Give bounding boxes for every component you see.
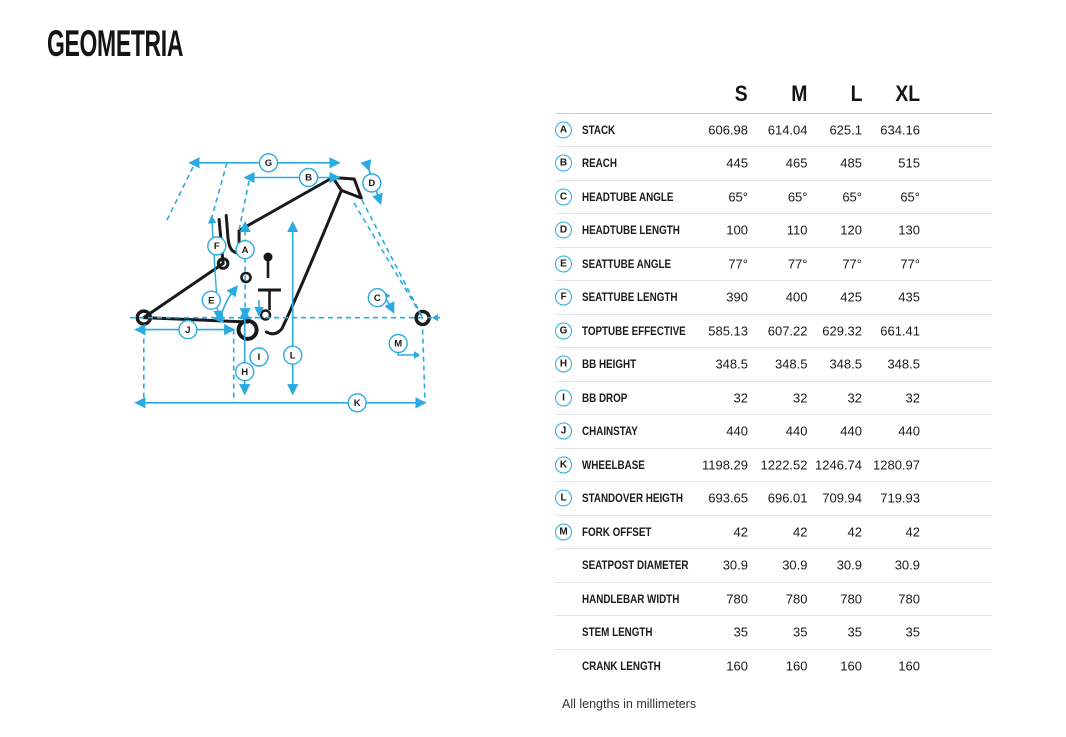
svg-text:M: M <box>394 339 402 350</box>
svg-text:F: F <box>214 241 220 252</box>
svg-text:L: L <box>290 350 296 361</box>
svg-text:E: E <box>208 295 214 306</box>
svg-text:C: C <box>374 293 381 304</box>
svg-text:J: J <box>185 325 190 336</box>
svg-text:H: H <box>241 367 248 378</box>
svg-text:I: I <box>258 352 261 363</box>
svg-text:K: K <box>354 398 361 409</box>
svg-text:G: G <box>265 158 272 169</box>
svg-text:D: D <box>368 178 375 189</box>
svg-text:A: A <box>242 245 249 256</box>
svg-text:B: B <box>305 173 312 184</box>
